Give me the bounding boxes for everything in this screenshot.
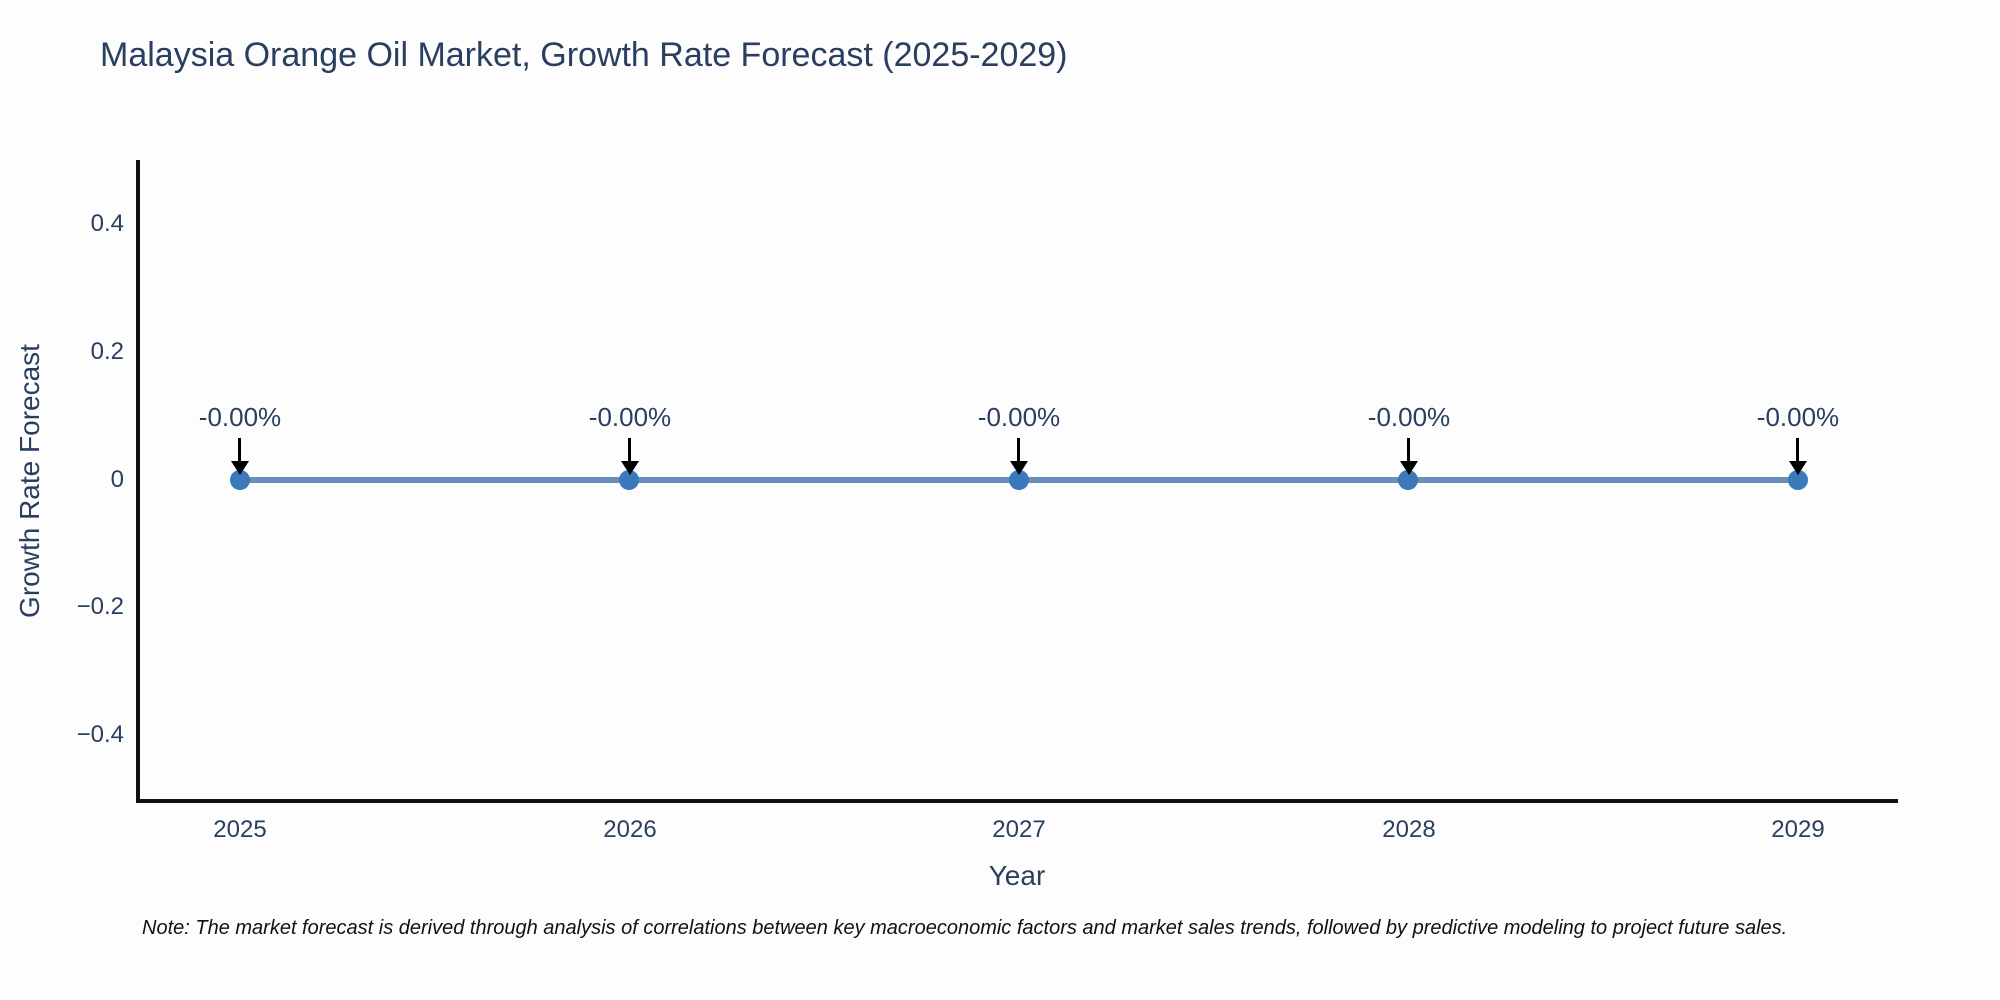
x-tick-label: 2027: [992, 816, 1046, 843]
data-point-marker[interactable]: [1398, 470, 1418, 490]
y-tick-label: 0.2: [90, 338, 124, 365]
x-axis-line: [136, 799, 1898, 803]
arrow-down-icon: [621, 461, 639, 475]
point-annotation-label: -0.00%: [198, 402, 282, 432]
y-tick-label: −0.2: [76, 593, 124, 620]
y-axis-title: Growth Rate Forecast: [14, 344, 45, 618]
x-axis-title: Year: [988, 860, 1046, 891]
x-tick-label: 2029: [1771, 816, 1825, 843]
point-annotation-label: -0.00%: [1756, 402, 1840, 432]
x-tick-label: 2025: [213, 816, 267, 843]
arrow-down-icon: [1400, 461, 1418, 475]
annotation-arrow-line: [628, 438, 631, 462]
y-tick-label: 0: [110, 466, 124, 493]
arrow-down-icon: [231, 461, 249, 475]
chart-title: Malaysia Orange Oil Market, Growth Rate …: [100, 36, 1068, 74]
y-tick-label: −0.4: [76, 721, 124, 748]
point-annotation-label: -0.00%: [1367, 402, 1451, 432]
data-point-marker[interactable]: [1788, 470, 1808, 490]
data-point-marker[interactable]: [230, 470, 250, 490]
data-point-marker[interactable]: [1009, 470, 1029, 490]
arrow-down-icon: [1789, 461, 1807, 475]
y-tick-label: 0.4: [90, 210, 124, 237]
point-annotation-label: -0.00%: [588, 402, 672, 432]
annotation-arrow-line: [1796, 438, 1799, 462]
arrow-down-icon: [1010, 461, 1028, 475]
annotation-arrow-line: [1017, 438, 1020, 462]
annotation-arrow-line: [1407, 438, 1410, 462]
footnote: Note: The market forecast is derived thr…: [142, 917, 1788, 939]
x-tick-label: 2026: [603, 816, 657, 843]
data-point-marker[interactable]: [619, 470, 639, 490]
point-annotation-label: -0.00%: [977, 402, 1061, 432]
y-axis-line: [136, 160, 140, 803]
annotation-arrow-line: [238, 438, 241, 462]
x-tick-label: 2028: [1382, 816, 1436, 843]
